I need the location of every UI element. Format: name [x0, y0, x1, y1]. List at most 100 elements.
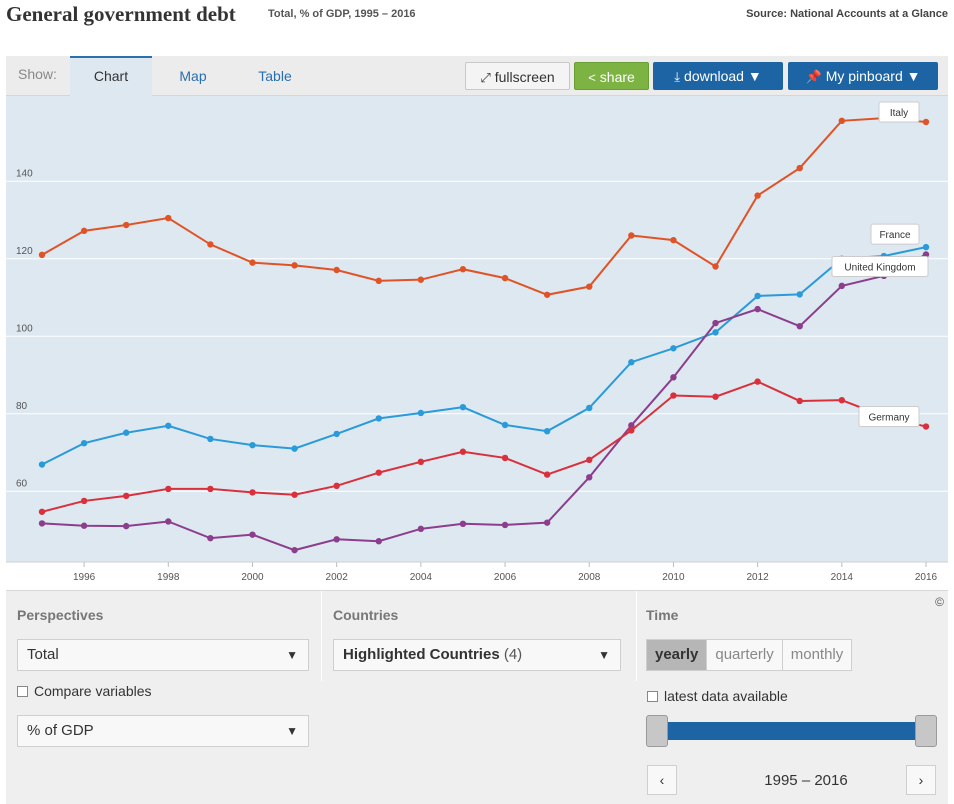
x-tick-label: 1996: [73, 572, 96, 583]
data-point: [501, 421, 509, 429]
pinboard-button[interactable]: 📌 My pinboard ▼: [788, 62, 938, 90]
column-divider: [321, 591, 322, 681]
data-point: [670, 345, 677, 352]
data-point: [375, 277, 382, 285]
x-tick-label: 2016: [915, 572, 938, 583]
series-callout-label: France: [879, 230, 911, 241]
countries-label: Countries: [333, 607, 399, 623]
download-button[interactable]: ⤓ download ▼: [653, 62, 783, 90]
share-label: share: [599, 69, 635, 85]
perspective-value: Total: [27, 646, 59, 663]
data-point: [459, 448, 467, 455]
series-line: [41, 380, 927, 513]
controls-panel: Perspectives Total ▼ Compare variables %…: [6, 590, 948, 804]
checkbox-icon[interactable]: [647, 691, 658, 702]
caret-down-icon: ▼: [286, 648, 298, 662]
data-point: [165, 518, 172, 525]
data-point: [207, 485, 214, 493]
time-range-label: 1995 – 2016: [764, 772, 848, 789]
y-tick-label: 60: [16, 478, 28, 489]
y-tick-label: 120: [16, 246, 33, 257]
data-point: [754, 192, 761, 199]
download-icon: ⤓: [674, 69, 681, 84]
x-tick-label: 2010: [662, 572, 685, 583]
series-line: [41, 117, 927, 296]
time-option-monthly[interactable]: monthly: [781, 639, 853, 671]
data-point: [38, 461, 46, 468]
chart-area: 60 80 100 120 140 1996 1998 2000 2002 2004 2006 200…: [6, 96, 948, 590]
data-point: [922, 243, 930, 251]
chevron-left-icon[interactable]: ‹: [647, 765, 677, 795]
data-point: [80, 497, 88, 505]
data-point: [375, 469, 382, 476]
x-tick-label: 2008: [578, 572, 601, 583]
data-point: [586, 404, 593, 412]
data-point: [796, 397, 803, 405]
data-point: [333, 536, 340, 543]
latest-data-label: latest data available: [664, 688, 788, 704]
data-point: [501, 274, 509, 282]
data-point: [207, 534, 214, 542]
download-label: download ▼: [684, 68, 762, 84]
data-point: [586, 283, 593, 290]
perspective-select[interactable]: Total ▼: [17, 639, 309, 671]
data-point: [838, 282, 846, 290]
tab-chart[interactable]: Chart: [70, 56, 152, 96]
caret-down-icon: ▼: [286, 724, 298, 738]
y-tick-label: 100: [16, 323, 33, 334]
data-point: [207, 435, 214, 443]
x-tick-label: 2000: [241, 572, 264, 583]
x-tick-label: 2006: [494, 572, 517, 583]
x-tick-label: 2002: [326, 572, 349, 583]
x-axis-band: [6, 562, 948, 590]
perspectives-label: Perspectives: [17, 607, 104, 623]
slider-start-handle[interactable]: [646, 715, 668, 747]
latest-data-checkbox[interactable]: latest data available: [647, 688, 788, 704]
data-point: [586, 474, 593, 481]
data-point: [922, 423, 930, 430]
x-tick-label: 1998: [157, 572, 180, 583]
x-tick-label: 2004: [410, 572, 433, 583]
data-point: [249, 441, 256, 449]
countries-value: Highlighted Countries: [343, 646, 500, 663]
data-point: [459, 266, 467, 273]
fullscreen-label: fullscreen: [494, 69, 555, 85]
data-point: [754, 292, 761, 300]
share-icon: <: [588, 70, 596, 85]
data-point: [80, 522, 88, 529]
copyright-icon: ©: [935, 595, 944, 609]
series-callout-box: [870, 223, 920, 245]
series-line: [41, 246, 927, 466]
time-label: Time: [646, 607, 679, 623]
series-callout-box: [858, 406, 920, 428]
time-frequency-toggle: yearly quarterly monthly: [646, 639, 853, 671]
data-point: [80, 440, 88, 447]
data-point: [712, 393, 719, 400]
countries-select[interactable]: Highlighted Countries (4) ▼: [333, 639, 621, 671]
tab-table[interactable]: Table: [258, 68, 292, 84]
data-point: [122, 221, 130, 229]
fullscreen-button[interactable]: ⤢ fullscreen: [465, 62, 570, 90]
data-point: [712, 319, 719, 327]
compare-variables-label: Compare variables: [34, 683, 152, 699]
chevron-right-icon[interactable]: ›: [906, 765, 936, 795]
data-point: [796, 291, 803, 298]
countries-count: (4): [503, 646, 523, 663]
time-option-yearly[interactable]: yearly: [646, 639, 708, 671]
time-option-quarterly[interactable]: quarterly: [706, 639, 783, 671]
pin-icon: 📌: [805, 69, 822, 84]
series-callout-box: [831, 255, 929, 277]
data-point: [165, 422, 172, 429]
slider-end-handle[interactable]: [915, 715, 937, 747]
compare-variables-checkbox[interactable]: Compare variables: [17, 683, 152, 699]
time-range-slider[interactable]: [656, 722, 928, 740]
data-point: [501, 454, 509, 462]
data-point: [417, 409, 425, 417]
data-point: [375, 538, 382, 545]
series-callout-label: Germany: [868, 413, 909, 424]
checkbox-icon[interactable]: [17, 686, 28, 697]
data-point: [165, 214, 172, 222]
measure-select[interactable]: % of GDP ▼: [17, 715, 309, 747]
share-button[interactable]: < share: [574, 62, 649, 90]
tab-map[interactable]: Map: [179, 68, 207, 84]
